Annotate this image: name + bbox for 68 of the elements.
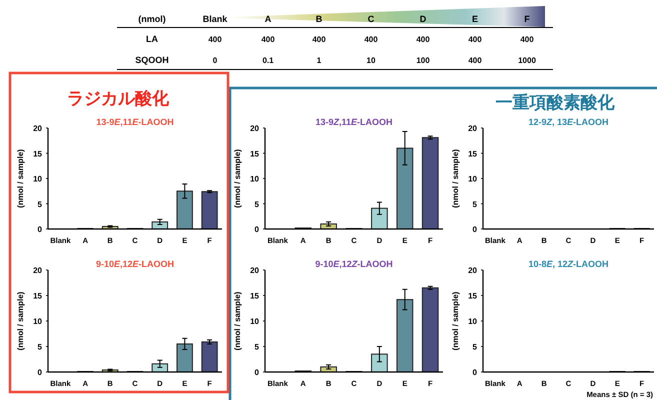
y-tick-label: 15 [250,149,260,158]
y-tick-label: 10 [468,317,478,326]
y-axis-title: (nmol / sample) [233,148,242,208]
category-label: F [524,14,530,24]
y-tick-label: 0 [472,225,478,234]
y-tick-label: 5 [38,342,43,352]
chart-title: 9-10E,12Z-LAOOH [315,259,393,269]
y-tick-label: 10 [250,317,260,326]
data-label: 10 [366,56,376,65]
text: 一重項酸素酸化 [496,93,616,112]
data-label: 400 [416,35,430,44]
y-tick-label: 15 [33,149,43,158]
y-tick-label: 0 [38,225,43,234]
text: LA [146,34,158,44]
y-axis-title: (nmol / sample) [16,148,25,208]
y-tick-label: 15 [33,292,43,300]
data-label: 400 [468,56,482,65]
category-label: A [264,14,272,24]
data-label: 1000 [518,56,536,65]
chart-title: 13-9E,11E-LAOOH [96,117,174,127]
y-tick-label: 10 [250,174,260,184]
y-tick-label: 20 [250,266,260,275]
y-tick-label: 15 [250,292,260,300]
y-axis-title: (nmol / sample) [451,291,460,350]
data-label: 400 [312,35,326,44]
y-tick-label: 10 [33,174,43,184]
data-label: 400 [520,35,534,44]
y-tick-label: 20 [33,124,43,133]
data-label: 400 [364,35,378,44]
y-tick-label: 0 [38,368,43,377]
category-label: C [368,14,375,24]
data-label: 400 [208,35,222,44]
y-tick-label: 20 [33,266,43,275]
data-label: 0.1 [262,56,274,65]
data-label: 0 [212,56,218,65]
y-tick-label: 10 [468,174,478,184]
y-tick-label: 0 [254,225,260,234]
y-tick-label: 5 [472,342,478,352]
y-tick-label: 20 [250,124,260,133]
text: ラジカル酸化 [67,89,170,108]
data-label: 1 [316,56,322,65]
y-axis-title: (nmol / sample) [451,148,460,208]
data-label: 400 [468,35,482,44]
category-label: D [420,14,427,24]
y-tick-label: 0 [254,368,260,377]
text: (nmol) [138,14,166,24]
category-label: B [316,14,323,24]
chart-title: 10-8E, 12Z-LAOOH [528,259,609,269]
y-axis-title: (nmol / sample) [233,291,242,350]
y-tick-label: 20 [468,266,478,275]
chart-title: 13-9Z,11E-LAOOH [315,117,393,127]
y-tick-label: 15 [468,292,478,300]
chart-title: 12-9Z, 13E-LAOOH [528,117,609,127]
y-tick-label: 5 [472,200,478,209]
y-tick-label: 5 [38,200,43,209]
y-axis-title: (nmol / sample) [16,291,25,350]
data-label: 100 [416,56,430,65]
y-tick-label: 5 [254,342,260,352]
text: SQOOH [135,55,169,65]
data-label: 400 [261,35,276,44]
category-label: Blank [202,14,228,24]
y-tick-label: 15 [468,149,478,158]
y-tick-label: 0 [472,368,478,377]
chart-title: 9-10E,12E-LAOOH [96,259,174,269]
y-tick-label: 5 [254,200,260,209]
y-tick-label: 20 [468,124,478,133]
y-tick-label: 10 [33,317,43,326]
category-label: E [472,14,478,24]
